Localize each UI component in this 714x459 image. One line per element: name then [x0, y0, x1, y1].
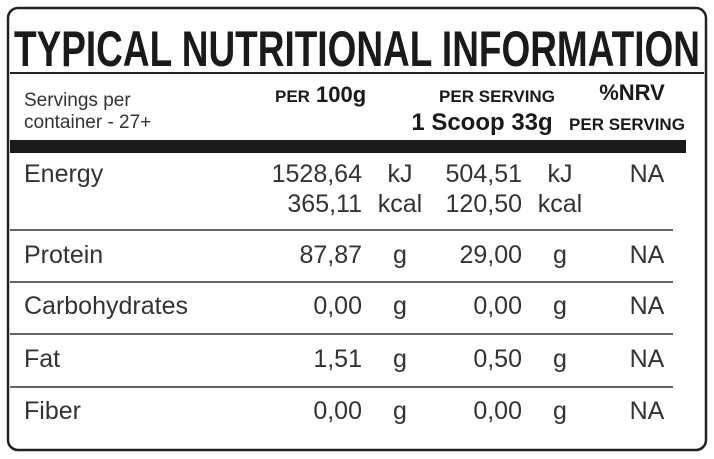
- per-serving-amount: 0,00: [473, 397, 522, 425]
- per-serving-amount: 504,51: [446, 160, 522, 188]
- nutrient-name: Fiber: [24, 397, 81, 425]
- nrv-sub: PER SERVING: [569, 115, 685, 134]
- header-bar: [10, 140, 686, 153]
- per-100g-amount: 0,00: [313, 397, 362, 425]
- per-serving-unit: g: [553, 345, 567, 373]
- per-serving-label: PER SERVING: [439, 87, 555, 106]
- per-100g-amount: 365,11: [287, 190, 362, 218]
- per-100g-unit: g: [393, 292, 407, 320]
- per-serving-amount: 0,50: [473, 345, 522, 373]
- servings-line: Servings per: [24, 90, 131, 111]
- per-serving-amount: 1 Scoop 33g: [411, 109, 552, 136]
- per-serving-amount: 29,00: [459, 241, 522, 269]
- per-serving-unit: g: [553, 397, 567, 425]
- per-100g-unit: g: [393, 345, 407, 373]
- nrv-value: NA: [630, 160, 665, 188]
- label-border: [6, 6, 708, 452]
- per-100g-amount: 87,87: [299, 241, 362, 269]
- per-serving-unit: g: [553, 241, 567, 269]
- nrv-value: NA: [630, 292, 665, 320]
- nrv-value: NA: [630, 345, 665, 373]
- nutrient-name: Carbohydrates: [24, 292, 188, 320]
- per-serving-unit: g: [553, 292, 567, 320]
- nrv-value: NA: [630, 397, 665, 425]
- title: TYPICAL NUTRITIONAL INFORMATION: [14, 21, 700, 77]
- per-100g-amount: 1,51: [313, 345, 362, 373]
- nutrient-name: Energy: [24, 160, 104, 188]
- nutrient-name: Fat: [24, 345, 60, 373]
- per-100g-unit: kcal: [378, 190, 422, 218]
- per-100g-amount: 1528,64: [272, 160, 362, 188]
- servings-line: container - 27+: [24, 112, 151, 133]
- nutrient-name: Protein: [24, 241, 103, 269]
- per-serving-amount: 120,50: [446, 190, 522, 218]
- rows: Energy 1528,64 kJ 365,11 kcal 504,51 kJ 120,50 k…: [10, 160, 673, 425]
- nrv-label: %NRV: [599, 80, 665, 105]
- nrv-value: NA: [630, 241, 665, 269]
- per-serving-amount: 0,00: [473, 292, 522, 320]
- per-100g-unit: g: [393, 397, 407, 425]
- per-serving-unit: kcal: [538, 190, 582, 218]
- per-100g-unit: g: [393, 241, 407, 269]
- per-100g-prefix: PER: [275, 87, 310, 106]
- per-100g-amount: 0,00: [313, 292, 362, 320]
- per-serving-unit: kJ: [548, 160, 573, 188]
- per-100g-amount: 100g: [316, 82, 366, 107]
- per-100g-unit: kJ: [388, 160, 413, 188]
